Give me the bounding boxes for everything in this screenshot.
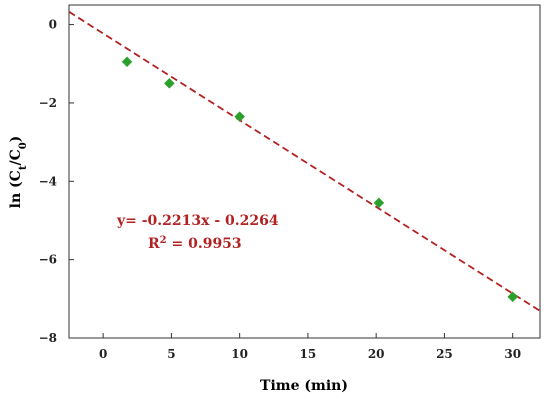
- x-tick-label: 15: [300, 347, 317, 361]
- x-tick-label: 20: [368, 347, 385, 361]
- y-tick-label: −2: [39, 96, 57, 110]
- data-point-diamond: [373, 197, 385, 209]
- y-axis-title-suffix: ): [8, 136, 24, 143]
- r-squared: R2 = 0.9953: [148, 235, 242, 253]
- y-axis-title-sub1: t: [18, 165, 29, 170]
- data-point-diamond: [507, 291, 519, 303]
- y-axis-title-mid: /C: [8, 149, 24, 165]
- data-point-diamond: [121, 56, 133, 68]
- y-tick-label: −6: [39, 253, 57, 267]
- y-axis-title-sub2: 0: [18, 142, 29, 149]
- data-point-diamond: [234, 111, 246, 123]
- data-point-diamond: [163, 77, 175, 89]
- x-tick-label: 0: [99, 347, 107, 361]
- fit-line-group: [68, 11, 541, 312]
- x-tick-label: 10: [231, 347, 248, 361]
- x-tick-label: 25: [436, 347, 453, 361]
- r-squared-value: = 0.9953: [167, 236, 242, 252]
- x-tick-label: 30: [504, 347, 521, 361]
- y-axis-title: ln (Ct/C0): [8, 136, 29, 209]
- data-points: [121, 56, 519, 303]
- y-axis-ticks: 0 −2 −4 −6 −8: [39, 18, 74, 345]
- y-tick-label: −4: [39, 174, 57, 188]
- y-tick-label: −8: [39, 331, 57, 345]
- plot-frame: [68, 4, 541, 339]
- x-axis-title: Time (min): [260, 378, 348, 394]
- r-squared-prefix: R: [148, 236, 160, 252]
- y-tick-label: 0: [49, 18, 57, 32]
- fit-equation: y= -0.2213x - 0.2264: [116, 213, 279, 229]
- r-squared-sup: 2: [160, 235, 167, 246]
- x-tick-label: 5: [167, 347, 175, 361]
- x-axis-ticks: 0 5 10 15 20 25 30: [99, 333, 521, 361]
- fit-line: [68, 11, 541, 312]
- y-axis-title-prefix: ln (C: [8, 170, 24, 208]
